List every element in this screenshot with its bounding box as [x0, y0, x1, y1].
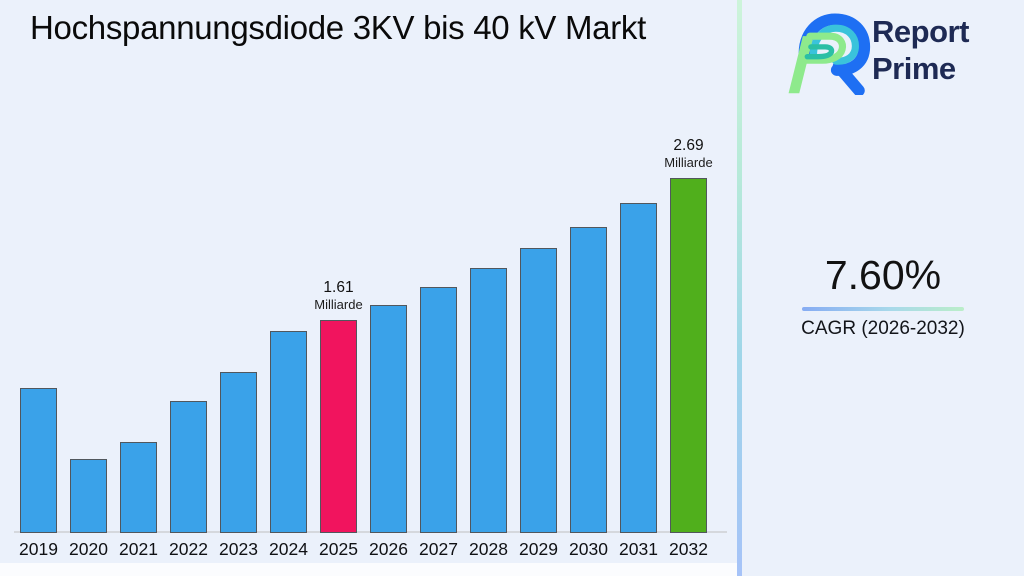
bar-2026: [370, 305, 407, 533]
x-tick-label-2031: 2031: [619, 539, 658, 559]
report-prime-logo-mark: [788, 13, 871, 95]
bottom-strip: [0, 563, 737, 576]
logo-line-prime: Prime: [872, 51, 956, 86]
bar-2020: [70, 459, 107, 533]
x-tick-label-2027: 2027: [419, 539, 458, 559]
bar-value-label: 2.69: [673, 137, 704, 154]
x-tick-label-2028: 2028: [469, 539, 508, 559]
x-tick-label-2026: 2026: [369, 539, 408, 559]
x-tick-label-2023: 2023: [219, 539, 258, 559]
bar-2032: [670, 178, 707, 533]
x-tick-label-2024: 2024: [269, 539, 308, 559]
bar-2022: [170, 401, 207, 533]
bar-2019: [20, 388, 57, 533]
bar-2031: [620, 203, 657, 533]
bar-unit-label: Milliarde: [664, 155, 713, 170]
bar-2025: [320, 320, 357, 533]
bar-annotation-2025: 1.61 Milliarde: [294, 279, 384, 312]
x-tick-label-2029: 2029: [519, 539, 558, 559]
cagr-underline: [802, 307, 964, 311]
x-tick-label-2022: 2022: [169, 539, 208, 559]
bar-2029: [520, 248, 557, 533]
bar-2028: [470, 268, 507, 533]
bar-2023: [220, 372, 257, 533]
x-tick-label-2019: 2019: [19, 539, 58, 559]
logo-text: Report Prime: [872, 13, 969, 87]
bar-2027: [420, 287, 457, 533]
right-panel: Report Prime 7.60% CAGR (2026-2032): [742, 0, 1024, 576]
bar-value-label: 1.61: [323, 279, 354, 296]
x-tick-label-2025: 2025: [319, 539, 358, 559]
x-tick-label-2021: 2021: [119, 539, 158, 559]
bar-annotation-2032: 2.69 Milliarde: [644, 137, 734, 170]
x-tick-label-2030: 2030: [569, 539, 608, 559]
bar-2030: [570, 227, 607, 533]
cagr-block: 7.60% CAGR (2026-2032): [742, 252, 1024, 340]
page-title: Hochspannungsdiode 3KV bis 40 kV Markt: [30, 9, 646, 46]
panel-divider: [737, 0, 742, 576]
cagr-value: 7.60%: [824, 252, 942, 298]
bar-2021: [120, 442, 157, 533]
logo-line-report: Report: [872, 14, 969, 49]
bar-2024: [270, 331, 307, 533]
bar-chart: 2019 2020 2021 2022 2023 2024 2025 1.61 Milliard…: [14, 137, 734, 559]
bar-unit-label: Milliarde: [314, 297, 363, 312]
cagr-label: CAGR (2026-2032): [801, 318, 965, 339]
x-tick-label-2032: 2032: [669, 539, 708, 559]
x-tick-label-2020: 2020: [69, 539, 108, 559]
